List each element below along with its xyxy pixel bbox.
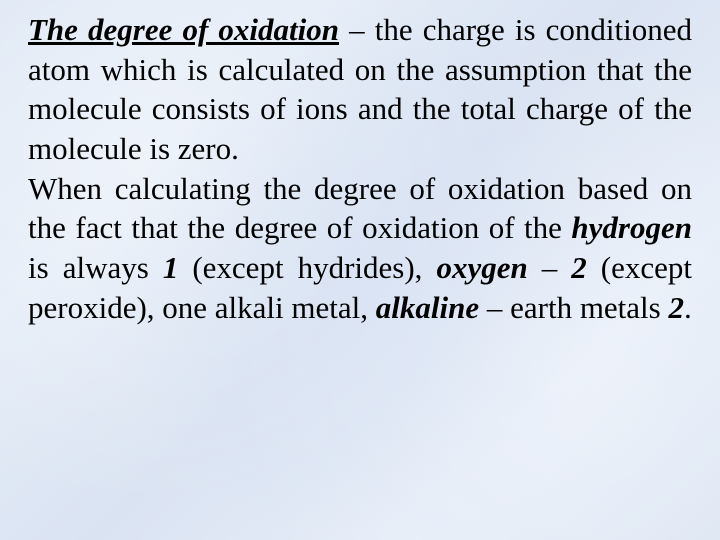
value-two-b: 2 bbox=[669, 290, 685, 325]
paragraph-1: The degree of oxidation – the charge is … bbox=[28, 10, 692, 169]
term-degree-of-oxidation: The degree of oxidation bbox=[28, 12, 339, 47]
p2-mid2: (except hydrides), bbox=[178, 250, 436, 285]
p2-end: . bbox=[684, 290, 692, 325]
value-one: 1 bbox=[163, 250, 179, 285]
p2-mid5: – earth metals bbox=[479, 290, 668, 325]
p2-mid3: – bbox=[528, 250, 572, 285]
value-two-a: 2 bbox=[571, 250, 587, 285]
term-hydrogen: hydrogen bbox=[571, 210, 692, 245]
paragraph-2: When calculating the degree of oxidation… bbox=[28, 169, 692, 328]
term-oxygen: oxygen bbox=[436, 250, 527, 285]
p2-mid1: is always bbox=[28, 250, 163, 285]
term-alkaline: alkaline bbox=[376, 290, 479, 325]
slide-body: The degree of oxidation – the charge is … bbox=[0, 0, 720, 540]
